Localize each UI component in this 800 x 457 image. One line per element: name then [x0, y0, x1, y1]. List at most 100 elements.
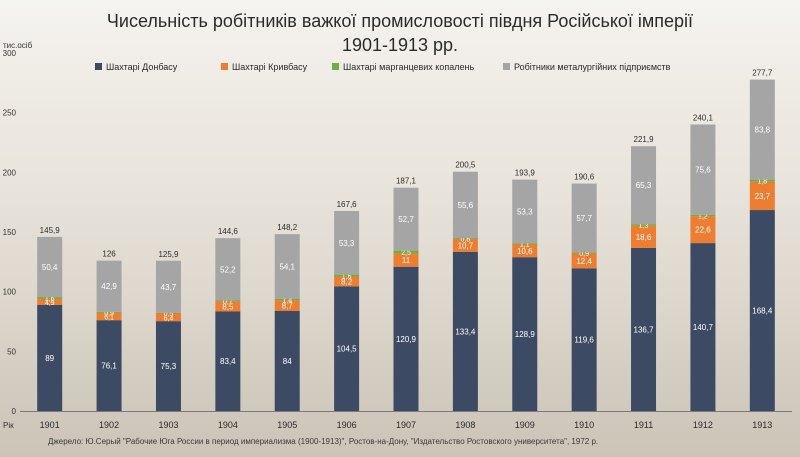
bar-segment: [274, 298, 300, 301]
bar-segment: [393, 250, 419, 254]
data-label: 22,6: [695, 226, 711, 235]
data-label: 83,8: [755, 126, 771, 135]
bar-segment: [452, 238, 478, 240]
total-label: 148,2: [277, 223, 298, 232]
data-label: 54,1: [279, 262, 295, 271]
legend-swatch: [221, 63, 228, 70]
legend-label: Шахтарі Кривбасу: [232, 62, 308, 72]
data-label: 8,7: [282, 302, 294, 311]
x-tick-label: 1904: [218, 420, 238, 430]
bar-segment: [631, 247, 657, 411]
y-tick-label: 250: [3, 109, 17, 118]
data-label: 10,7: [458, 241, 474, 250]
data-label: 6,4: [164, 315, 174, 322]
bar-segment: [96, 260, 122, 312]
bar-segment: [512, 179, 538, 244]
data-label: 12,4: [576, 257, 592, 266]
total-label: 126: [102, 250, 116, 259]
x-tick-label: 1906: [337, 420, 357, 430]
data-label: 0,7: [223, 299, 233, 306]
data-label: 4,9: [45, 300, 55, 307]
x-tick-label: 1903: [158, 420, 178, 430]
data-label: 75,6: [695, 166, 711, 175]
total-label: 190,6: [574, 173, 595, 182]
bar-segment: [155, 312, 181, 314]
source-note: Джерело: Ю.Серый "Рабочие Юга России в п…: [48, 437, 599, 446]
data-label: 1,8: [757, 179, 767, 186]
x-tick-label: 1911: [634, 420, 653, 430]
bar-segment: [215, 300, 241, 302]
bar-segment: [37, 304, 63, 411]
x-axis-label: Рік: [3, 421, 14, 430]
bar-segment: [749, 181, 775, 211]
bar-segment: [215, 301, 241, 312]
data-label: 140,7: [693, 323, 714, 332]
bar-segment: [96, 320, 122, 411]
bar-segment: [631, 225, 657, 248]
bar-segment: [512, 257, 538, 411]
y-tick-label: 100: [3, 288, 17, 297]
total-label: 200,5: [455, 161, 476, 170]
bar-segment: [571, 183, 597, 253]
data-label: 65,3: [636, 181, 652, 190]
bar-segment: [37, 236, 63, 298]
chart-subtitle: 1901-1913 рр.: [341, 35, 459, 55]
total-label: 125,9: [158, 250, 179, 259]
data-label: 128,9: [515, 330, 536, 339]
data-label: 2,5: [401, 250, 411, 257]
bar-segment: [155, 260, 181, 313]
bar-segment: [274, 234, 300, 299]
bar-segment: [155, 321, 181, 411]
bar-segment: [155, 313, 181, 322]
data-label: 133,4: [455, 327, 476, 336]
bar-segment: [690, 124, 716, 215]
data-label: 0,8: [461, 237, 471, 244]
legend-swatch: [332, 63, 339, 70]
x-tick-label: 1905: [277, 420, 297, 430]
data-label: 84: [283, 357, 292, 366]
data-label: 0,5: [164, 311, 174, 318]
bar-segment: [96, 311, 122, 313]
x-tick-label: 1908: [455, 420, 475, 430]
data-label: 43,7: [161, 283, 177, 292]
data-label: 55,6: [458, 201, 474, 210]
legend-swatch: [95, 63, 102, 70]
bar-segment: [37, 297, 63, 299]
data-label: 104,5: [337, 345, 358, 354]
data-label: 57,7: [576, 214, 592, 223]
bar-segment: [334, 210, 360, 275]
data-label: 53,3: [517, 207, 533, 216]
bar-segment: [334, 274, 360, 277]
data-label: 6,1: [104, 315, 114, 322]
x-tick-label: 1901: [40, 420, 60, 430]
y-tick-label: 300: [3, 49, 17, 58]
bar-segment: [274, 310, 300, 411]
y-tick-label: 50: [7, 347, 16, 356]
total-label: 221,9: [634, 135, 655, 144]
x-tick-label: 1902: [99, 420, 119, 430]
bar-segment: [690, 216, 716, 244]
y-tick-label: 200: [3, 168, 17, 177]
y-tick-label: 150: [3, 228, 17, 237]
data-label: 18,6: [636, 233, 652, 242]
bar-segment: [96, 312, 122, 321]
total-label: 144,6: [218, 227, 239, 236]
bar-segment: [512, 243, 538, 245]
y-tick-label: 0: [12, 407, 17, 416]
data-label: 1,4: [282, 298, 292, 305]
bar-segment: [571, 252, 597, 254]
data-label: 52,7: [398, 215, 414, 224]
data-label: 42,9: [101, 282, 117, 291]
data-label: 83,4: [220, 357, 236, 366]
data-label: 10,6: [517, 247, 533, 256]
data-label: 8,2: [341, 277, 353, 286]
bar-segment: [690, 214, 716, 217]
data-label: 119,6: [574, 336, 594, 345]
data-label: 0,9: [579, 251, 589, 258]
data-label: 1,2: [698, 213, 708, 220]
total-label: 193,9: [515, 169, 536, 178]
chart-title: Чисельність робітників важкої промислово…: [106, 11, 694, 31]
data-label: 168,4: [752, 307, 773, 316]
bar-segment: [512, 244, 538, 258]
